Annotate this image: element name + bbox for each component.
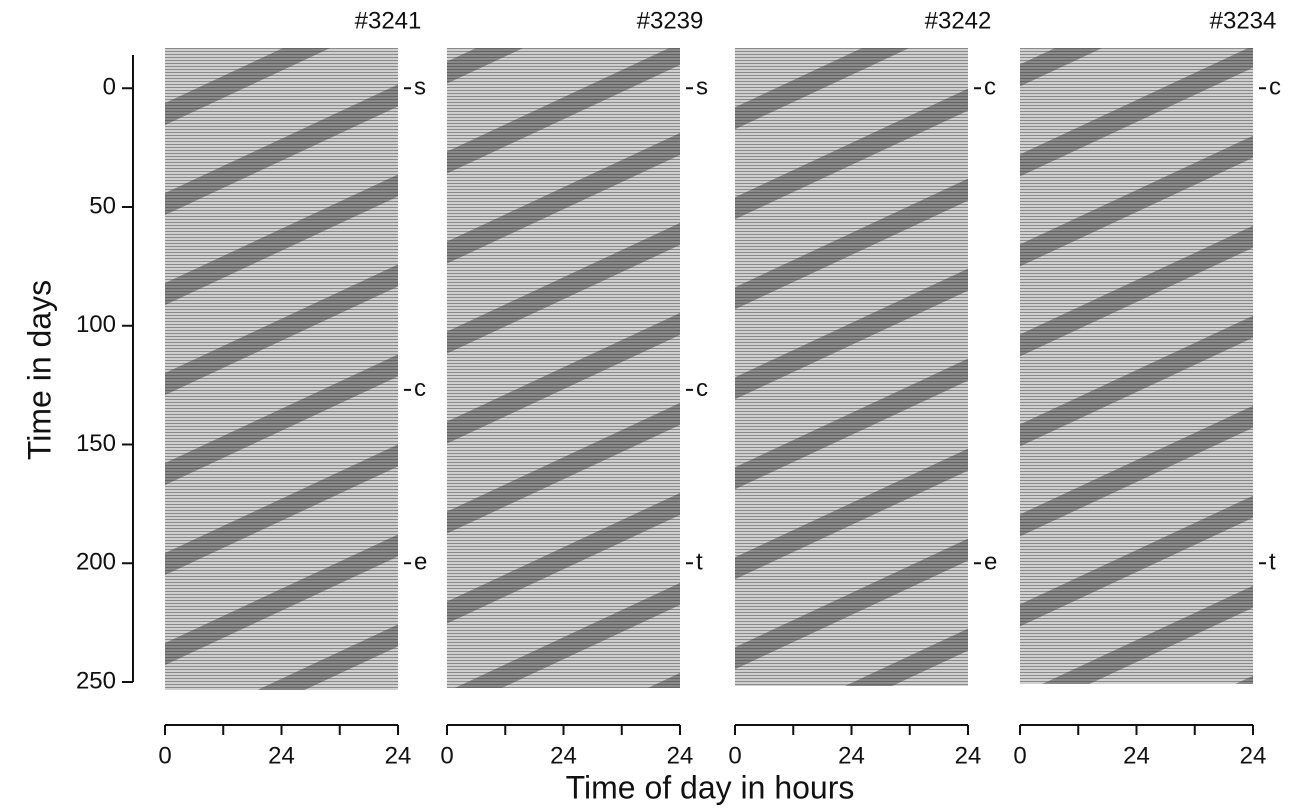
x-tick-label: 24 bbox=[1123, 742, 1150, 769]
marker-label: s bbox=[696, 74, 708, 101]
x-tick-label: 0 bbox=[1013, 742, 1026, 769]
x-tick-label: 24 bbox=[838, 742, 865, 769]
y-axis-label: Time in days bbox=[21, 280, 57, 460]
actogram-activity bbox=[1020, 48, 1253, 684]
panel-title: #3239 bbox=[637, 7, 704, 34]
marker-label: c bbox=[696, 375, 708, 402]
x-tick-label: 24 bbox=[955, 742, 982, 769]
y-tick-label: 250 bbox=[76, 667, 116, 694]
marker-label: s bbox=[414, 74, 426, 101]
panel-title: #3234 bbox=[1210, 7, 1277, 34]
marker-label: t bbox=[696, 549, 703, 576]
marker-label: c bbox=[1269, 74, 1281, 101]
y-tick-label: 0 bbox=[103, 74, 116, 101]
panel-title: #3241 bbox=[355, 7, 422, 34]
x-tick-label: 24 bbox=[385, 742, 412, 769]
x-tick-label: 24 bbox=[1240, 742, 1267, 769]
x-tick-label: 24 bbox=[550, 742, 577, 769]
x-tick-label: 24 bbox=[268, 742, 295, 769]
y-tick-label: 150 bbox=[76, 430, 116, 457]
actogram-activity bbox=[165, 48, 398, 690]
y-tick-label: 100 bbox=[76, 311, 116, 338]
marker-label: c bbox=[414, 375, 426, 402]
x-tick-label: 0 bbox=[728, 742, 741, 769]
panel-title: #3242 bbox=[925, 7, 992, 34]
x-tick-label: 24 bbox=[667, 742, 694, 769]
y-tick-label: 200 bbox=[76, 549, 116, 576]
x-axis-label: Time of day in hours bbox=[566, 769, 855, 805]
marker-label: t bbox=[1269, 549, 1276, 576]
marker-label: e bbox=[414, 549, 427, 576]
y-tick-label: 50 bbox=[89, 192, 116, 219]
actogram-activity bbox=[447, 48, 680, 688]
x-tick-label: 0 bbox=[158, 742, 171, 769]
marker-label: c bbox=[984, 74, 996, 101]
actogram-activity bbox=[735, 48, 968, 686]
marker-label: e bbox=[984, 549, 997, 576]
x-tick-label: 0 bbox=[440, 742, 453, 769]
